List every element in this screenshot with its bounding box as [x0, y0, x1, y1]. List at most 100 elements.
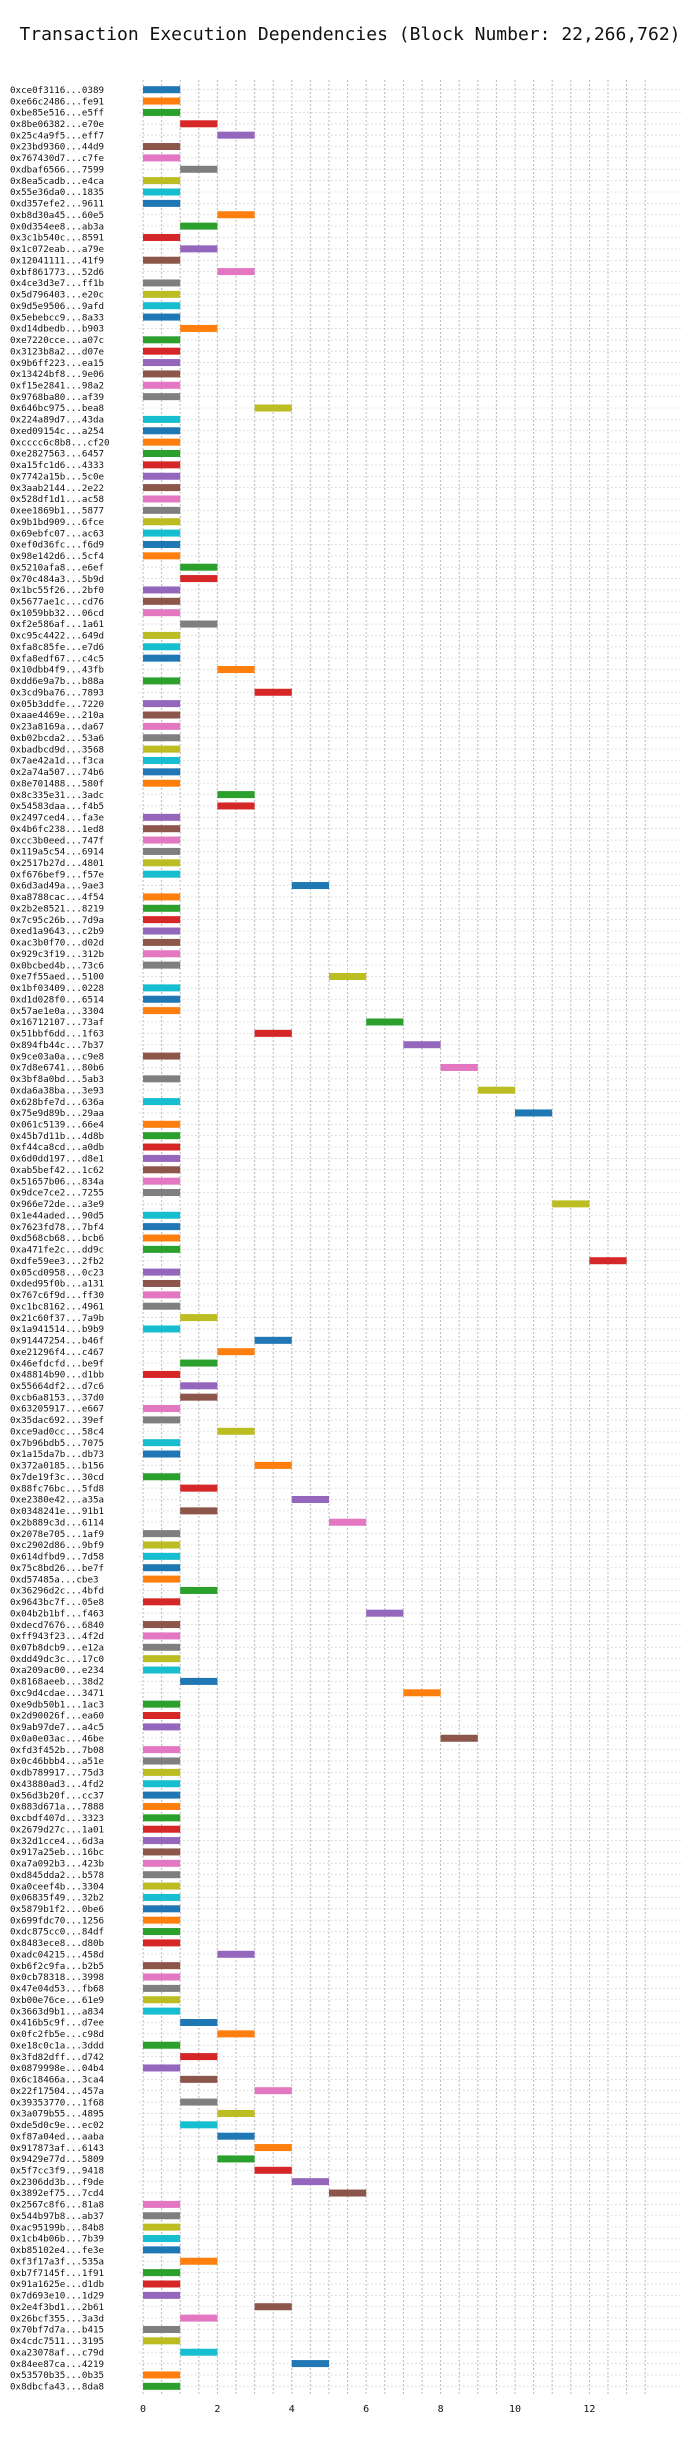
- y-tick-label: 0x2b889c3d...6114: [10, 1517, 105, 1528]
- y-tick-label: 0xc9d4cdae...3471: [10, 1688, 104, 1699]
- bar: [180, 2098, 218, 2106]
- bar: [143, 1439, 181, 1447]
- bar: [143, 825, 181, 833]
- bar: [143, 1552, 181, 1560]
- y-tick-label: 0x4ce3d3e7...ff1b: [10, 278, 104, 289]
- y-tick-label: 0xf15e2841...98a2: [10, 380, 104, 391]
- y-tick-label: 0x2078e705...1af9: [10, 1529, 104, 1540]
- bar: [143, 1632, 181, 1640]
- bar: [143, 154, 181, 162]
- bar: [143, 1052, 181, 1060]
- y-tick-label: 0x53570b35...0b35: [10, 2370, 104, 2381]
- bar: [180, 620, 218, 628]
- bar: [329, 2189, 367, 2197]
- bar: [143, 745, 181, 753]
- bar: [143, 370, 181, 378]
- bar: [143, 347, 181, 355]
- y-tick-label: 0x894fb44c...7b37: [10, 1040, 104, 1051]
- y-tick-label: 0x1cb4b06b...7b39: [10, 2234, 104, 2245]
- bars: [143, 86, 627, 2390]
- y-tick-label: 0x0c46bbb4...a51e: [10, 1756, 104, 1767]
- bar: [180, 120, 218, 128]
- chart-title: Transaction Execution Dependencies (Bloc…: [19, 24, 680, 45]
- y-tick-label: 0xdfe59ee3...2fb2: [10, 1256, 104, 1267]
- bar: [552, 1200, 590, 1208]
- bar: [143, 393, 181, 401]
- y-tick-label: 0x5d796403...e20c: [10, 290, 104, 301]
- bar: [180, 2314, 218, 2322]
- bar: [143, 756, 181, 764]
- bar: [143, 859, 181, 867]
- bar: [515, 1109, 553, 1117]
- y-tick-label: 0x2e4f3bd1...2b61: [10, 2302, 104, 2313]
- bar: [143, 1916, 181, 1924]
- y-tick-label: 0x767430d7...c7fe: [10, 153, 104, 164]
- bar: [143, 1450, 181, 1458]
- bar: [143, 1746, 181, 1754]
- y-tick-label: 0x7b96bdb5...7075: [10, 1438, 104, 1449]
- bar: [143, 484, 181, 492]
- y-tick-label: 0x628bfe7d...636a: [10, 1097, 104, 1108]
- bar: [143, 1370, 181, 1378]
- bar: [143, 1598, 181, 1606]
- y-tick-label: 0x1a15da7b...db73: [10, 1449, 104, 1460]
- y-tick-label: 0x5f7cc3f9...9418: [10, 2165, 104, 2176]
- y-tick-label: 0x1bc55f26...2bf0: [10, 585, 104, 596]
- bar: [180, 1484, 218, 1492]
- bar: [143, 1268, 181, 1276]
- y-tick-label: 0xdecd7676...6840: [10, 1620, 104, 1631]
- y-tick-label: 0xbadbcd9d...3568: [10, 744, 104, 755]
- y-tick-label: 0x63205917...e667: [10, 1404, 104, 1415]
- y-tick-label: 0x43880ad3...4fd2: [10, 1779, 104, 1790]
- y-tick-label: 0x04b2b1bf...f463: [10, 1608, 104, 1619]
- y-tick-label: 0x54583daa...f4b5: [10, 801, 104, 812]
- bar: [143, 302, 181, 310]
- y-tick-label: 0x69ebfc07...ac63: [10, 528, 104, 539]
- bar: [143, 529, 181, 537]
- bar: [143, 722, 181, 730]
- bar: [440, 1734, 478, 1742]
- bar: [143, 609, 181, 617]
- y-tick-label: 0xed1a9643...c2b9: [10, 926, 104, 937]
- bar: [143, 643, 181, 651]
- y-tick-label: 0x2a74a507...74b6: [10, 767, 104, 778]
- bar: [143, 1996, 181, 2004]
- bar: [180, 575, 218, 583]
- bar: [477, 1086, 515, 1094]
- bar: [143, 2212, 181, 2220]
- y-tick-label: 0xf3f17a3f...535a: [10, 2256, 104, 2267]
- bar: [143, 813, 181, 821]
- bar: [217, 2132, 255, 2140]
- x-tick-label: 8: [438, 2404, 444, 2415]
- y-tick-label: 0x2679d27c...1a01: [10, 1824, 104, 1835]
- y-tick-label: 0xf676bef9...f57e: [10, 869, 104, 880]
- y-tick-label: 0xa471fe2c...dd9c: [10, 1245, 104, 1256]
- y-tick-label: 0xded95f0b...a131: [10, 1279, 104, 1290]
- bar: [143, 2280, 181, 2288]
- bar: [180, 2121, 218, 2129]
- bar: [143, 552, 181, 560]
- y-tick-label: 0xdc875cc0...84df: [10, 1927, 104, 1938]
- y-tick-label: 0x0bcbed4b...73c6: [10, 960, 104, 971]
- y-tick-label: 0xac95199b...84b8: [10, 2222, 104, 2233]
- y-tick-label: 0x8dbcfa43...8da8: [10, 2382, 104, 2393]
- bar: [217, 2030, 255, 2038]
- bar: [143, 256, 181, 264]
- bar: [143, 1768, 181, 1776]
- bar: [143, 2200, 181, 2208]
- bar: [180, 2018, 218, 2026]
- y-tick-label: 0x26bcf355...3a3d: [10, 2313, 104, 2324]
- y-tick-label: 0x7d693e10...1d29: [10, 2291, 104, 2302]
- bar: [143, 1405, 181, 1413]
- bar: [254, 1461, 292, 1469]
- bar: [180, 222, 218, 230]
- bar: [143, 700, 181, 708]
- y-tick-label: 0x372a0185...b156: [10, 1461, 104, 1472]
- y-tick-label: 0x5ebebcc9...8a33: [10, 312, 104, 323]
- bar: [180, 165, 218, 173]
- bar: [254, 1336, 292, 1344]
- y-tick-label: 0x23bd9360...44d9: [10, 142, 104, 153]
- x-tick-label: 10: [509, 2404, 521, 2415]
- bar: [143, 1882, 181, 1890]
